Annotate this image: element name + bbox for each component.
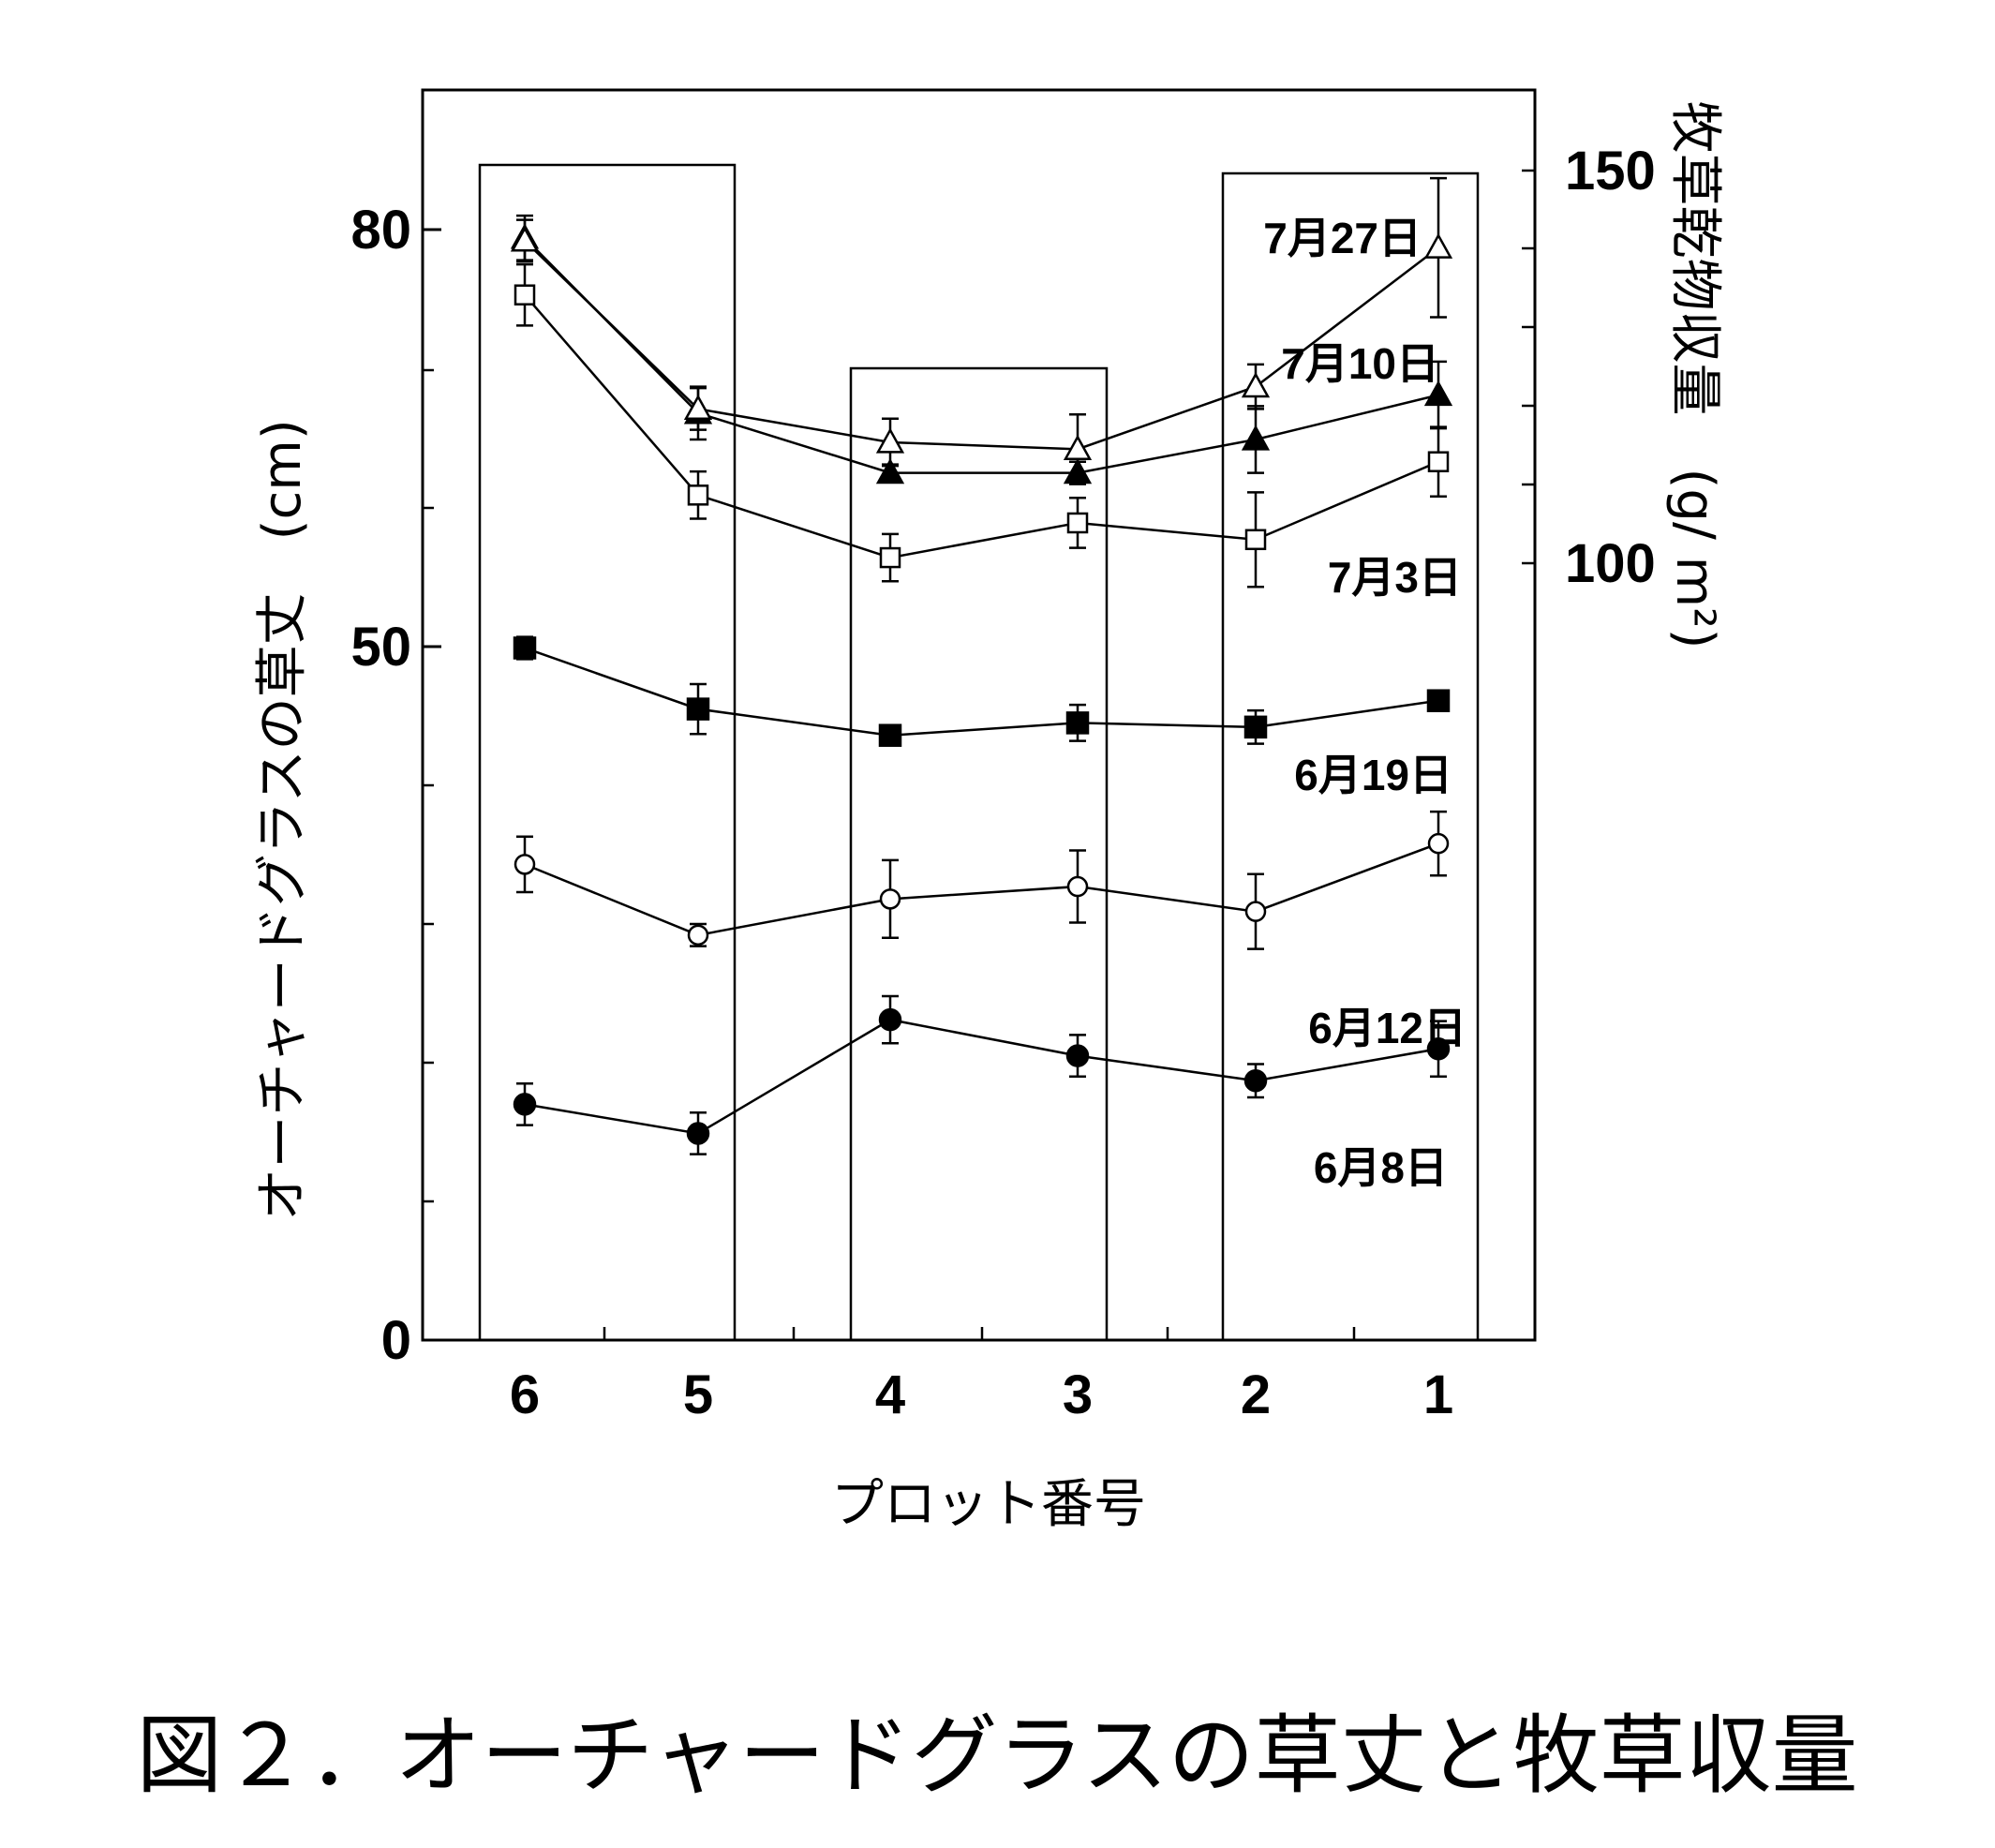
data-point	[687, 924, 709, 946]
data-point	[878, 723, 902, 747]
x-tick-label: 4	[875, 1364, 905, 1425]
series-label-4: 7月3日	[1328, 553, 1462, 602]
data-point	[513, 1093, 537, 1116]
series-line	[524, 237, 1439, 474]
series-label-1: 6月8日	[1314, 1143, 1448, 1192]
y-tick-label: 50	[350, 617, 411, 678]
plot-group-box-1	[478, 163, 737, 1342]
data-point	[683, 394, 713, 420]
series-6	[510, 176, 1453, 485]
data-point	[1427, 832, 1450, 855]
series-label-3: 6月19日	[1294, 751, 1452, 799]
plot-group-box-2	[849, 366, 1109, 1342]
y2-tick-label: 100	[1565, 533, 1656, 594]
data-point	[1243, 715, 1268, 739]
x-tick-label: 6	[510, 1364, 540, 1425]
data-point	[878, 1007, 902, 1032]
data-point	[510, 226, 540, 252]
data-point	[1426, 689, 1451, 712]
data-point	[686, 1122, 710, 1145]
x-tick-label: 1	[1423, 1364, 1453, 1425]
y-axis-label: オーチャードグラスの草丈 (cm)	[252, 419, 313, 1220]
y2-tick-label: 150	[1565, 141, 1656, 201]
series-line	[524, 842, 1439, 937]
data-point	[875, 458, 905, 484]
data-point	[1427, 451, 1450, 472]
series-label-2: 6月12日	[1308, 1004, 1466, 1052]
x-tick-label: 2	[1241, 1364, 1271, 1425]
series-line	[524, 647, 1439, 737]
series-3	[513, 635, 1451, 747]
data-point	[686, 697, 710, 721]
data-point	[879, 888, 901, 910]
data-point	[514, 284, 536, 306]
series-line	[524, 1018, 1439, 1135]
data-point	[513, 636, 537, 660]
series-label-6: 7月27日	[1263, 214, 1422, 262]
data-point	[1066, 512, 1089, 534]
axes: 0 50 80 100 150 6 5 4 3 2 1	[350, 141, 1655, 1425]
data-point	[1426, 1036, 1451, 1061]
y2-axis-label: 牧草乾物収量 (g/ m²)	[1664, 101, 1725, 649]
series-label-5: 7月10日	[1281, 339, 1439, 388]
data-point	[875, 427, 905, 454]
plot-boxes	[478, 163, 1480, 1342]
data-point	[1066, 875, 1089, 898]
y-tick-label: 80	[350, 200, 411, 261]
plot-group-box-3	[1221, 171, 1480, 1342]
x-tick-label: 5	[683, 1364, 713, 1425]
data-point	[879, 546, 901, 569]
data-point	[1244, 901, 1267, 922]
data-point	[687, 484, 709, 506]
series-labels: 6月8日 6月12日 6月19日 7月3日 7月10日 7月27日	[1263, 214, 1466, 1192]
data-point	[1065, 1044, 1090, 1067]
data-point	[1244, 529, 1267, 551]
series-line	[524, 293, 1439, 559]
series-4	[514, 262, 1450, 589]
data-point	[1423, 232, 1453, 259]
series-2	[514, 810, 1450, 950]
data-point	[1241, 425, 1271, 451]
data-point	[1065, 711, 1090, 735]
series-1	[513, 994, 1451, 1155]
series-layer	[510, 176, 1453, 1155]
x-axis-label: プロット番号	[831, 1474, 1146, 1535]
data-point	[1063, 434, 1093, 461]
data-point	[1243, 1068, 1268, 1093]
y-tick-label: 0	[381, 1310, 411, 1371]
series-line	[524, 239, 1439, 451]
x-tick-label: 3	[1063, 1364, 1093, 1425]
data-point	[1241, 372, 1271, 398]
figure-caption: 図２．オーチャードグラスの草丈と牧草収量	[136, 1706, 1857, 1806]
data-point	[1423, 380, 1453, 407]
data-point	[514, 854, 536, 875]
